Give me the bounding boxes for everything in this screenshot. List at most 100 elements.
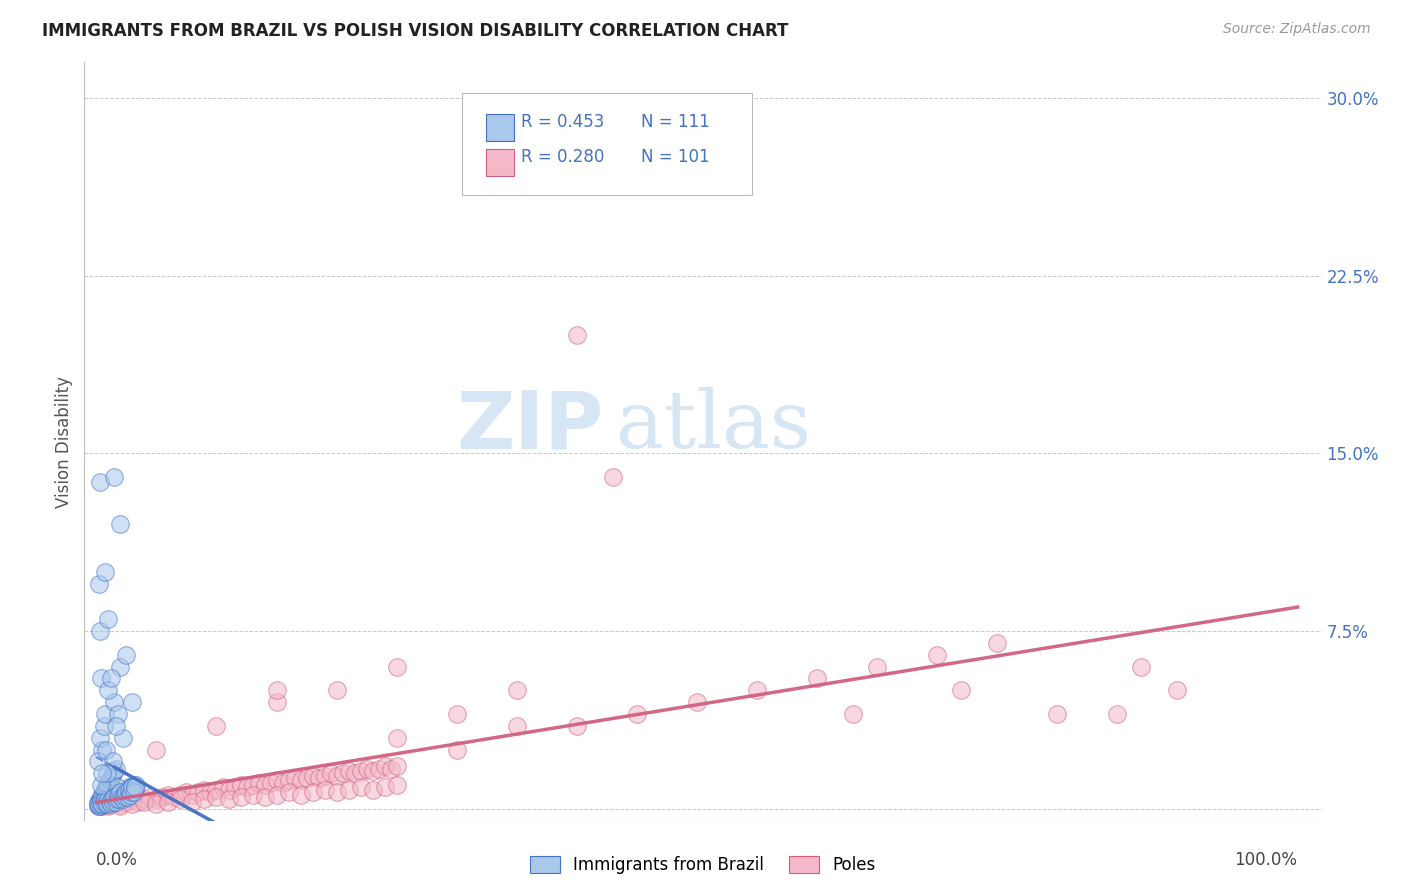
Point [374, 780, 396, 795]
Point [90, 795, 112, 809]
Point [118, 780, 141, 795]
Point [229, 778, 252, 792]
Point [101, 769, 124, 783]
Point [96, 766, 118, 780]
Point [105, 780, 128, 795]
Point [224, 780, 246, 795]
Point [94, 797, 117, 811]
Point [122, 778, 145, 792]
Point [91, 795, 114, 809]
Point [120, 780, 142, 795]
Point [90, 672, 112, 686]
Point [145, 792, 167, 806]
Point [87, 795, 110, 809]
Point [91, 799, 114, 814]
Point [89, 792, 111, 806]
Point [350, 780, 373, 795]
Point [145, 797, 167, 811]
Point [277, 773, 299, 788]
Point [98, 792, 121, 806]
Point [169, 792, 191, 806]
Point [103, 755, 125, 769]
Point [89, 624, 111, 639]
Point [121, 797, 143, 811]
Point [350, 764, 373, 778]
Point [181, 795, 204, 809]
Point [91, 797, 114, 811]
Point [385, 659, 408, 673]
Point [193, 782, 215, 797]
Point [121, 780, 143, 795]
Point [950, 683, 973, 698]
Point [332, 766, 354, 780]
Point [118, 785, 141, 799]
Point [114, 788, 136, 802]
FancyBboxPatch shape [486, 114, 513, 141]
Point [103, 695, 125, 709]
Point [110, 517, 132, 532]
Point [115, 785, 138, 799]
Point [152, 789, 174, 804]
Point [356, 762, 378, 776]
Point [253, 789, 276, 804]
Point [97, 799, 120, 814]
Legend: Immigrants from Brazil, Poles: Immigrants from Brazil, Poles [523, 849, 883, 880]
Point [118, 782, 141, 797]
Point [986, 636, 1008, 650]
Point [103, 470, 125, 484]
Point [89, 799, 111, 814]
Point [125, 778, 148, 792]
Point [218, 792, 240, 806]
Point [145, 742, 167, 756]
Point [361, 782, 384, 797]
Point [319, 766, 342, 780]
Point [308, 771, 330, 785]
Point [157, 788, 180, 802]
Point [103, 792, 125, 806]
Point [94, 780, 117, 795]
Point [127, 795, 149, 809]
Point [325, 683, 347, 698]
Point [235, 780, 257, 795]
Point [93, 797, 115, 811]
Point [103, 789, 125, 804]
Point [105, 792, 128, 806]
Point [374, 759, 396, 773]
Point [380, 762, 402, 776]
Point [94, 795, 117, 809]
Point [361, 764, 384, 778]
Point [139, 789, 162, 804]
Point [110, 789, 132, 804]
Text: atlas: atlas [616, 387, 811, 466]
Point [89, 731, 111, 745]
Point [91, 766, 114, 780]
Point [103, 764, 125, 778]
Point [100, 672, 122, 686]
Point [200, 785, 222, 799]
Point [259, 776, 281, 790]
Point [325, 769, 347, 783]
Point [806, 672, 828, 686]
Point [96, 778, 118, 792]
Point [94, 706, 117, 721]
Point [325, 785, 347, 799]
Point [86, 799, 108, 814]
Point [385, 759, 408, 773]
Point [114, 789, 136, 804]
Point [124, 782, 146, 797]
Point [193, 792, 215, 806]
Point [295, 771, 318, 785]
Point [266, 773, 288, 788]
Point [112, 788, 135, 802]
Point [112, 785, 135, 799]
Point [229, 789, 252, 804]
Point [842, 706, 865, 721]
Point [205, 782, 228, 797]
Point [111, 731, 134, 745]
Point [301, 785, 323, 799]
Text: R = 0.453: R = 0.453 [522, 112, 605, 130]
Point [163, 789, 186, 804]
Point [98, 773, 121, 788]
Point [117, 789, 139, 804]
Point [107, 789, 129, 804]
